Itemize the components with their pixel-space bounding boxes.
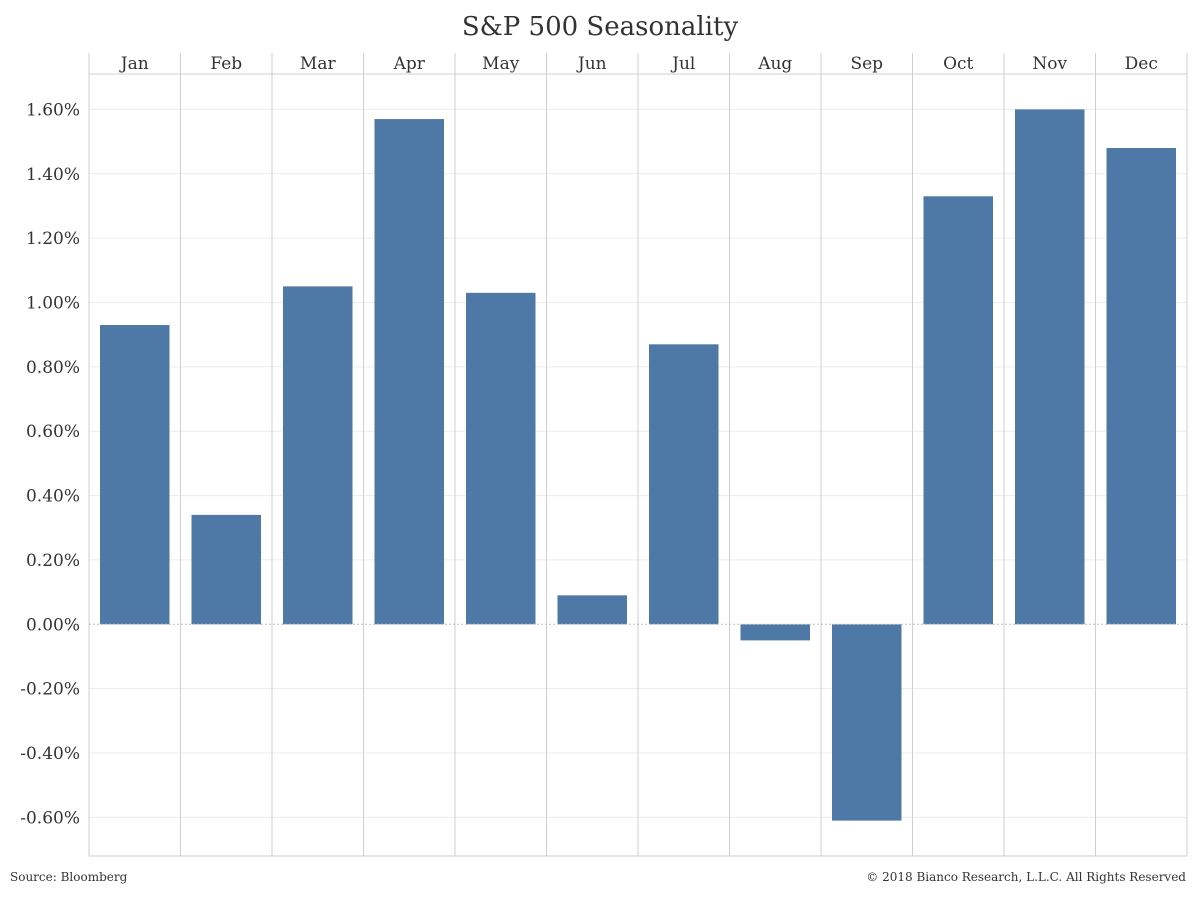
category-label-mar: Mar — [300, 54, 337, 74]
bar-jan — [100, 325, 170, 625]
category-label-apr: Apr — [393, 54, 426, 74]
category-label-jun: Jun — [576, 54, 607, 74]
y-tick-label: 0.40% — [26, 487, 80, 507]
y-tick-label: 0.20% — [26, 551, 80, 571]
y-tick-label: 1.20% — [26, 229, 80, 249]
y-tick-label: -0.20% — [20, 680, 80, 700]
bar-aug — [740, 624, 810, 641]
bar-dec — [1106, 148, 1176, 625]
category-label-nov: Nov — [1032, 54, 1067, 74]
bar-sep — [832, 624, 902, 821]
category-label-aug: Aug — [757, 54, 792, 74]
bar-oct — [923, 196, 993, 625]
y-tick-label: 1.40% — [26, 165, 80, 185]
footer-source: Source: Bloomberg — [10, 870, 128, 884]
y-tick-label: -0.60% — [20, 808, 80, 828]
bar-may — [466, 292, 536, 625]
category-label-feb: Feb — [210, 54, 242, 74]
y-tick-label: 0.80% — [26, 358, 80, 378]
category-label-may: May — [482, 54, 520, 74]
y-tick-label: -0.40% — [20, 744, 80, 764]
category-label-dec: Dec — [1125, 54, 1158, 74]
category-label-oct: Oct — [943, 54, 973, 74]
chart-title: S&P 500 Seasonality — [461, 12, 739, 42]
y-tick-label: 1.60% — [26, 100, 80, 120]
category-label-jan: Jan — [119, 54, 149, 74]
y-tick-label: 1.00% — [26, 293, 80, 313]
bar-jun — [557, 595, 627, 625]
bar-apr — [374, 119, 444, 625]
footer-copyright: © 2018 Bianco Research, L.L.C. All Right… — [866, 870, 1186, 884]
category-label-jul: Jul — [670, 54, 695, 74]
category-label-sep: Sep — [850, 54, 883, 74]
y-tick-label: 0.00% — [26, 615, 80, 635]
bar-mar — [283, 286, 353, 625]
bar-jul — [649, 344, 719, 625]
bar-feb — [191, 514, 261, 625]
bar-nov — [1015, 109, 1085, 625]
y-tick-label: 0.60% — [26, 422, 80, 442]
